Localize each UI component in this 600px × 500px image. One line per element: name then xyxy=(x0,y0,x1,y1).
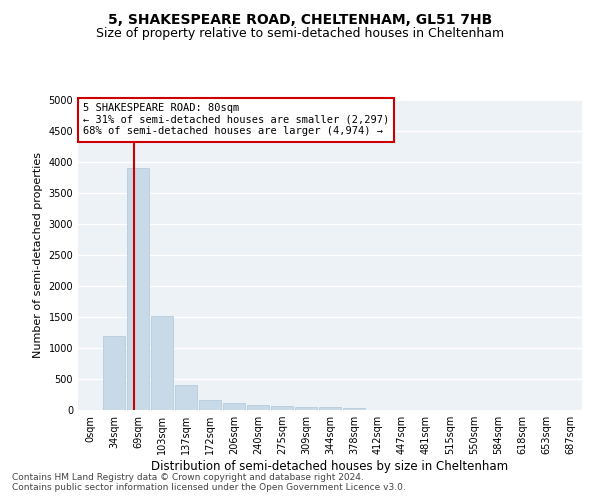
Text: 5 SHAKESPEARE ROAD: 80sqm
← 31% of semi-detached houses are smaller (2,297)
68% : 5 SHAKESPEARE ROAD: 80sqm ← 31% of semi-… xyxy=(83,103,389,136)
Text: 5, SHAKESPEARE ROAD, CHELTENHAM, GL51 7HB: 5, SHAKESPEARE ROAD, CHELTENHAM, GL51 7H… xyxy=(108,12,492,26)
Y-axis label: Number of semi-detached properties: Number of semi-detached properties xyxy=(33,152,43,358)
Text: Contains public sector information licensed under the Open Government Licence v3: Contains public sector information licen… xyxy=(12,484,406,492)
Bar xyxy=(127,168,149,410)
Bar xyxy=(271,406,293,410)
Bar xyxy=(319,407,341,410)
X-axis label: Distribution of semi-detached houses by size in Cheltenham: Distribution of semi-detached houses by … xyxy=(151,460,509,473)
Bar xyxy=(199,400,221,410)
Bar xyxy=(103,336,125,410)
Bar xyxy=(247,405,269,410)
Text: Size of property relative to semi-detached houses in Cheltenham: Size of property relative to semi-detach… xyxy=(96,28,504,40)
Text: Contains HM Land Registry data © Crown copyright and database right 2024.: Contains HM Land Registry data © Crown c… xyxy=(12,474,364,482)
Bar xyxy=(295,407,317,410)
Bar xyxy=(175,384,197,410)
Bar xyxy=(223,403,245,410)
Bar xyxy=(151,316,173,410)
Bar xyxy=(343,408,365,410)
